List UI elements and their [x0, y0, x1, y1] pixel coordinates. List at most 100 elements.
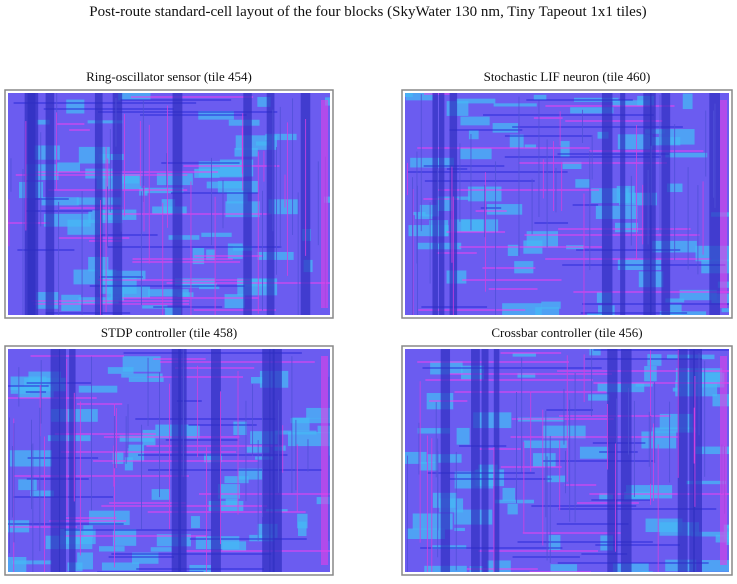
cell-region — [61, 294, 82, 312]
cell-region — [112, 451, 124, 464]
cell-region — [415, 214, 433, 220]
cell-region — [468, 129, 479, 140]
cell-region — [686, 480, 727, 485]
cell-region — [206, 181, 251, 189]
cell-region — [494, 499, 535, 504]
power-strap — [432, 93, 438, 315]
cell-region — [77, 552, 93, 570]
cell-region — [324, 196, 330, 203]
cell-region — [641, 571, 653, 572]
cell-region — [456, 427, 470, 445]
cell-region — [43, 213, 91, 227]
cell-region — [486, 204, 523, 215]
power-strap — [272, 349, 282, 572]
cell-region — [217, 484, 240, 499]
cell-region — [198, 161, 245, 178]
power-strap — [45, 93, 55, 315]
cell-region — [132, 552, 159, 564]
cell-region — [199, 286, 220, 290]
cell-region — [599, 493, 613, 500]
cell-region — [517, 417, 565, 422]
cell-region — [122, 356, 161, 372]
power-strap — [643, 93, 652, 315]
cell-region — [562, 161, 582, 170]
cell-region — [232, 245, 252, 251]
cell-region — [517, 373, 536, 378]
cell-region — [128, 377, 164, 382]
cell-region — [502, 487, 516, 501]
cell-region — [83, 525, 93, 539]
cell-region — [408, 225, 449, 237]
cell-region — [18, 479, 37, 491]
cell-region — [8, 556, 27, 572]
power-strap — [27, 93, 39, 315]
power-strap — [607, 349, 618, 572]
cell-region — [493, 103, 537, 107]
cell-region — [507, 244, 519, 256]
cell-region — [419, 204, 439, 217]
cell-region — [459, 147, 492, 160]
power-strap — [439, 93, 445, 315]
cell-region — [652, 427, 696, 433]
cell-region — [615, 222, 638, 233]
cell-region — [626, 485, 673, 499]
cell-region — [238, 468, 263, 480]
cell-region — [265, 133, 297, 141]
cell-region — [665, 152, 708, 158]
cell-region — [726, 525, 729, 529]
cell-region — [550, 564, 578, 572]
panel-frame — [401, 345, 733, 576]
power-strap — [440, 349, 451, 572]
power-strap — [178, 349, 187, 572]
power-strap — [620, 93, 626, 315]
cell-region — [507, 503, 518, 515]
cell-region — [502, 303, 542, 315]
layout-image — [8, 349, 358, 572]
cell-region — [512, 352, 536, 357]
cell-region — [575, 179, 590, 188]
cell-region — [189, 564, 211, 572]
cell-region — [249, 534, 275, 542]
cell-region — [150, 547, 172, 552]
cell-region — [121, 373, 163, 378]
cell-region — [325, 97, 330, 106]
cell-region — [224, 476, 249, 484]
layout-image — [8, 93, 330, 315]
cell-region — [412, 211, 426, 216]
cell-region — [177, 292, 194, 298]
power-strap — [171, 349, 182, 572]
panel-title: Stochastic LIF neuron (tile 460) — [484, 69, 651, 84]
cell-region — [287, 431, 330, 447]
panel-title: Crossbar controller (tile 456) — [491, 325, 642, 340]
cell-region — [41, 197, 79, 206]
cell-region — [255, 141, 271, 146]
figure-title: Post-route standard-cell layout of the f… — [89, 4, 646, 20]
cell-region — [419, 461, 439, 471]
cell-region — [151, 489, 171, 500]
panel-frame — [401, 89, 733, 319]
cell-region — [410, 157, 454, 168]
power-strap — [112, 93, 123, 315]
cell-region — [454, 527, 465, 532]
cell-region — [587, 312, 611, 315]
cell-region — [98, 546, 125, 552]
cell-region — [526, 231, 558, 248]
cell-region — [290, 417, 330, 424]
cell-region — [647, 354, 662, 366]
cell-region — [582, 573, 615, 579]
cell-region — [450, 219, 484, 233]
power-strap — [172, 93, 183, 315]
cell-region — [297, 513, 308, 529]
cell-region — [456, 98, 496, 104]
power-strap — [620, 349, 632, 572]
cell-region — [588, 394, 610, 401]
cell-region — [56, 162, 81, 173]
cell-region — [291, 417, 310, 432]
power-strap — [211, 349, 221, 572]
cell-region — [701, 560, 729, 572]
cell-region — [331, 490, 358, 497]
cell-region — [101, 562, 140, 571]
cell-region — [306, 407, 330, 419]
cell-region — [669, 304, 682, 315]
